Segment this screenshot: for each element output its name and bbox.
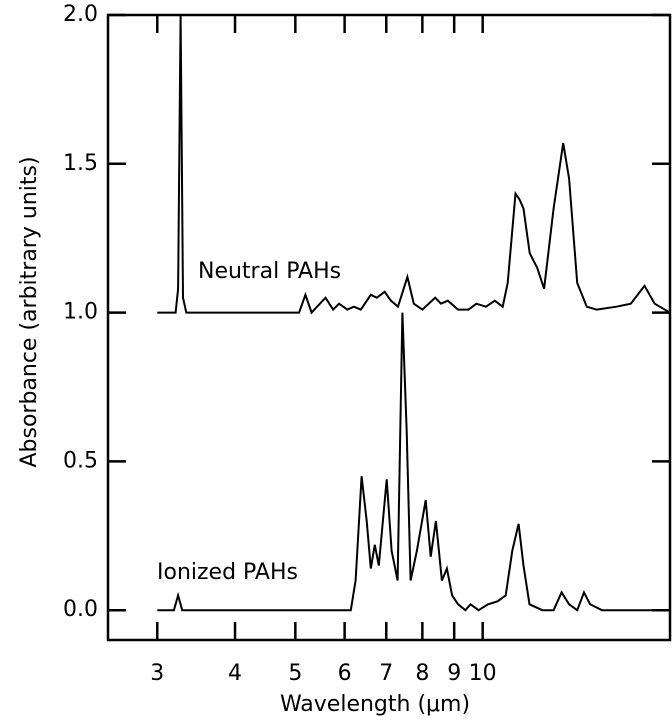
y-tick-label: 1.5 — [63, 151, 98, 176]
plot-frame — [106, 13, 672, 642]
x-tick-label: 5 — [288, 661, 302, 686]
spectrum-line — [157, 312, 670, 612]
y-tick-label: 1.0 — [63, 300, 98, 325]
series-label: Ionized PAHs — [157, 560, 298, 585]
y-axis-label: Absorbance (arbitrary units) — [17, 156, 42, 467]
x-axis-label: Wavelength (μm) — [280, 692, 470, 717]
x-tick-label: 4 — [228, 661, 242, 686]
x-tick-label: 7 — [379, 661, 393, 686]
y-tick-label: 0.0 — [63, 597, 98, 622]
y-tick-label: 0.5 — [63, 448, 98, 473]
spectrum-line — [157, 15, 670, 315]
y-tick-label: 2.0 — [63, 2, 98, 27]
x-tick-label: 10 — [469, 661, 497, 686]
x-tick-label: 9 — [447, 661, 461, 686]
x-tick-label: 8 — [415, 661, 429, 686]
series-label: Neutral PAHs — [198, 259, 341, 284]
x-tick-label: 3 — [150, 661, 164, 686]
x-tick-label: 6 — [338, 661, 352, 686]
